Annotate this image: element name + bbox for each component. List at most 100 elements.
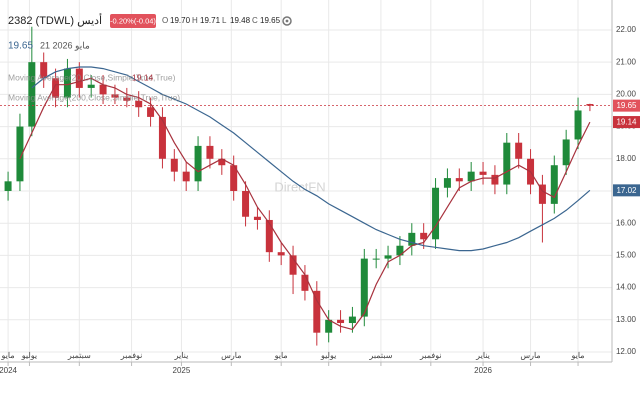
candle-body: [313, 290, 321, 333]
candle-body: [63, 68, 71, 98]
x-tick-label: نوفمبر: [120, 351, 143, 360]
candle-body: [384, 255, 392, 259]
x-year-label: 2026: [474, 366, 492, 375]
x-tick-label: سبتمبر: [67, 351, 91, 360]
candle-body: [28, 62, 36, 127]
candle-body: [75, 68, 83, 88]
candle-body: [147, 107, 155, 117]
y-tick-label: 13.00: [616, 315, 637, 324]
date: 21 مايو 2026: [40, 40, 90, 51]
candle-body: [135, 100, 143, 108]
y-tick-label: 20.00: [616, 89, 637, 98]
candle-body: [16, 126, 24, 182]
candle-body: [574, 110, 582, 140]
candle-body: [87, 84, 95, 88]
symbol: 2382 (TDWL) أديس: [8, 13, 102, 27]
y-tick-label: 15.00: [616, 251, 637, 260]
candle-body: [111, 94, 119, 98]
candle-body: [194, 145, 202, 182]
ohlc-label: O: [162, 16, 168, 25]
candle-body: [158, 116, 166, 159]
candle-body: [503, 142, 511, 185]
candle-body: [550, 165, 558, 204]
candle-body: [277, 252, 285, 256]
header: 2382 (TDWL) أديس -0.20%(-0.04) O 19.70 H 19…: [8, 13, 292, 102]
candle-body: [455, 178, 463, 182]
gear[interactable]: [282, 16, 292, 26]
x-tick-label: مارس: [520, 351, 540, 360]
ohlc-value: 19.71: [200, 16, 221, 25]
x-tick-label: يناير: [174, 351, 189, 360]
x-tick-label: سبتمبر: [368, 351, 392, 360]
candle-body: [420, 232, 428, 240]
y-tick-label: 21.00: [616, 57, 637, 66]
change-badge: [110, 14, 156, 28]
legend-value: 19.14: [132, 72, 154, 82]
candle-body: [538, 184, 546, 204]
x-tick-label: مايو: [1, 351, 15, 360]
price-badge-label: 19.65: [616, 101, 637, 110]
candle-body: [408, 232, 416, 246]
ohlc-value: 19.70: [170, 16, 191, 25]
x-tick-label: يوليو: [21, 351, 37, 360]
watermark: DirectFN: [274, 179, 325, 194]
legend: Moving Average(20,Close,Simple,True,True…: [8, 72, 180, 102]
candle-body: [182, 171, 190, 182]
price: 19.65: [8, 41, 33, 52]
gear-center: [285, 19, 289, 23]
candle-body: [301, 274, 309, 291]
x-tick-label: يوليو: [320, 351, 336, 360]
ohlc-value: 19.65: [260, 16, 281, 25]
x-tick-label: نوفمبر: [419, 351, 442, 360]
candle-body: [99, 84, 107, 95]
ohlc-label: L: [222, 16, 227, 25]
y-tick-label: 22.00: [616, 25, 637, 34]
price-badge-label: 19.14: [616, 118, 637, 127]
axes: 12.0013.0014.0015.0016.0017.0018.0019.00…: [0, 25, 640, 375]
candle-body: [218, 158, 226, 166]
ma-line: [19, 77, 591, 331]
price-badge: [613, 116, 640, 129]
candle-body: [289, 255, 297, 275]
y-tick-label: 12.00: [616, 347, 637, 356]
candle-body: [123, 97, 131, 101]
ohlc-label: C: [252, 16, 258, 25]
x-tick-label: مايو: [570, 351, 584, 360]
legend-label: Moving Average(20,Close,Simple,True,True…: [8, 72, 176, 82]
x-year-label: 2025: [173, 366, 191, 375]
candle-body: [586, 104, 594, 106]
x-year-label: 2024: [0, 366, 18, 375]
y-tick-label: 16.00: [616, 218, 637, 227]
price-badge-label: 17.02: [616, 186, 637, 195]
candle-body: [253, 216, 261, 220]
change: -0.20%(-0.04): [110, 16, 156, 25]
candle-body: [52, 78, 60, 98]
x-tick-label: يناير: [475, 351, 490, 360]
candle-body: [206, 145, 214, 159]
ohlc: O 19.70 H 19.71 L 19.48 C 19.65: [162, 16, 281, 25]
x-tick-label: مارس: [221, 351, 241, 360]
ma-line: [31, 66, 591, 252]
candle-body: [467, 171, 475, 182]
candle-body: [443, 178, 451, 188]
candle-body: [432, 187, 440, 240]
plot: [0, 26, 612, 346]
candle-body: [40, 62, 48, 79]
candle-body: [348, 316, 356, 324]
legend-label: Moving Average(200,Close,Simple,True,Tru…: [8, 92, 180, 102]
settings-icon[interactable]: [282, 16, 292, 26]
candle-body: [325, 319, 333, 333]
y-tick-label: 18.00: [616, 154, 637, 163]
x-tick-label: مايو: [274, 351, 288, 360]
candle-body: [4, 181, 12, 191]
ohlc-label: H: [192, 16, 198, 25]
candle-body: [372, 258, 380, 260]
candle-body: [230, 165, 238, 191]
candle-body: [265, 219, 273, 253]
candle-body: [491, 174, 499, 185]
candle-body: [479, 171, 487, 175]
candle-body: [170, 158, 178, 172]
candle-body: [562, 139, 570, 166]
